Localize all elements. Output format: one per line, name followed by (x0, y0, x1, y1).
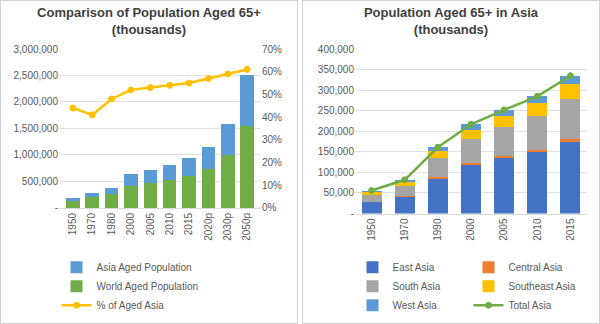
svg-text:Comparison of Population Aged: Comparison of Population Aged 65+(thousa… (37, 5, 261, 37)
svg-text:60%: 60% (262, 66, 282, 77)
svg-text:350,000: 350,000 (318, 64, 355, 75)
svg-text:20%: 20% (262, 157, 282, 168)
svg-text:2010: 2010 (164, 213, 175, 236)
svg-text:1,000,000: 1,000,000 (14, 149, 59, 160)
svg-text:250,000: 250,000 (318, 105, 355, 116)
svg-text:South Asia: South Asia (393, 281, 441, 292)
svg-text:2015: 2015 (565, 218, 576, 241)
svg-text:2020p: 2020p (203, 213, 214, 241)
svg-text:2,500,000: 2,500,000 (14, 70, 59, 81)
svg-text:% of Aged Asia: % of Aged Asia (97, 300, 165, 311)
svg-text:1,500,000: 1,500,000 (14, 123, 59, 134)
svg-text:400,000: 400,000 (318, 44, 355, 55)
svg-text:100,000: 100,000 (318, 167, 355, 178)
svg-text:2015: 2015 (183, 213, 194, 236)
svg-text:East Asia: East Asia (393, 262, 435, 273)
svg-text:200,000: 200,000 (318, 126, 355, 137)
svg-text:40%: 40% (262, 112, 282, 123)
svg-text:2,000,000: 2,000,000 (14, 96, 59, 107)
svg-text:70%: 70% (262, 44, 282, 55)
svg-text:Population Aged 65+ in Asia(th: Population Aged 65+ in Asia(thousands) (364, 5, 539, 37)
svg-text:2000: 2000 (465, 218, 476, 241)
svg-text:1990: 1990 (432, 218, 443, 241)
svg-text:West Asia: West Asia (393, 300, 438, 311)
svg-text:Total Asia: Total Asia (509, 300, 552, 311)
svg-text:Central Asia: Central Asia (509, 262, 563, 273)
svg-text:1980: 1980 (106, 213, 117, 236)
svg-text:2005: 2005 (145, 213, 156, 236)
svg-text:2005: 2005 (498, 218, 509, 241)
svg-text:2000: 2000 (125, 213, 136, 236)
svg-text:Southeast Asia: Southeast Asia (509, 281, 576, 292)
svg-text:50,000: 50,000 (323, 187, 354, 198)
svg-text:World Aged Population: World Aged Population (97, 281, 199, 292)
svg-text:300,000: 300,000 (318, 85, 355, 96)
svg-text:10%: 10% (262, 180, 282, 191)
svg-text:2050p: 2050p (241, 213, 252, 241)
svg-text:500,000: 500,000 (22, 176, 59, 187)
svg-text:1970: 1970 (399, 218, 410, 241)
svg-text:30%: 30% (262, 134, 282, 145)
svg-text:1970: 1970 (86, 213, 97, 236)
svg-text:-: - (351, 208, 354, 219)
svg-text:50%: 50% (262, 89, 282, 100)
svg-text:1950: 1950 (67, 213, 78, 236)
svg-text:0%: 0% (262, 202, 277, 213)
svg-text:150,000: 150,000 (318, 146, 355, 157)
svg-text:1950: 1950 (366, 218, 377, 241)
svg-text:Asia Aged Population: Asia Aged Population (97, 262, 192, 273)
svg-text:-: - (55, 202, 58, 213)
svg-text:3,000,000: 3,000,000 (14, 44, 59, 55)
svg-text:2010: 2010 (532, 218, 543, 241)
svg-text:2030p: 2030p (222, 213, 233, 241)
